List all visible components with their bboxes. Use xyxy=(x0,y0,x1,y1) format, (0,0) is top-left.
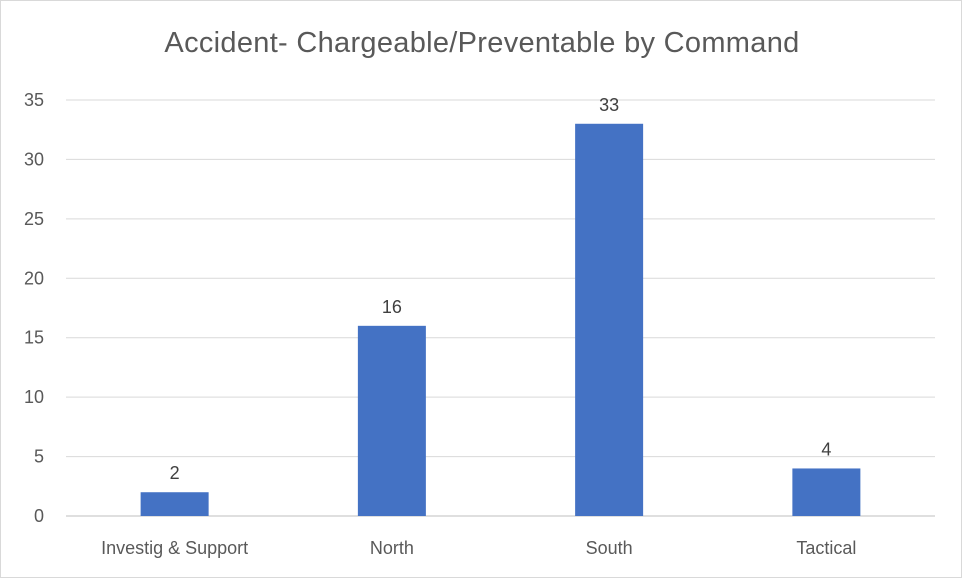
x-tick-label: Investig & Support xyxy=(101,538,248,558)
y-tick-label: 30 xyxy=(24,149,44,169)
data-label: 2 xyxy=(170,463,180,483)
chart-title: Accident- Chargeable/Preventable by Comm… xyxy=(164,27,800,59)
y-tick-label: 20 xyxy=(24,268,44,288)
bar-south xyxy=(575,123,644,517)
bar-tactical xyxy=(792,468,861,516)
y-tick-label: 0 xyxy=(34,506,44,526)
y-tick-label: 10 xyxy=(24,387,44,407)
data-label: 33 xyxy=(599,95,619,115)
y-tick-label: 5 xyxy=(34,447,44,467)
data-label: 16 xyxy=(382,297,402,317)
y-tick-label: 25 xyxy=(24,209,44,229)
bar-north xyxy=(357,325,426,516)
data-label: 4 xyxy=(821,439,831,459)
y-tick-label: 35 xyxy=(24,90,44,110)
x-tick-label: Tactical xyxy=(796,538,856,558)
x-tick-label: North xyxy=(370,538,414,558)
bar-investig-support xyxy=(140,492,209,516)
y-tick-label: 15 xyxy=(24,328,44,348)
x-tick-label: South xyxy=(586,538,633,558)
